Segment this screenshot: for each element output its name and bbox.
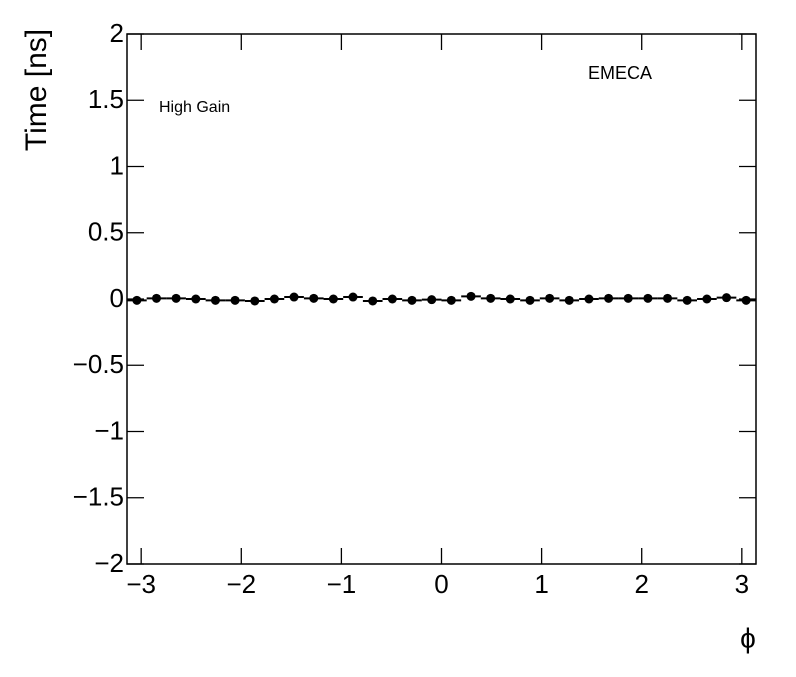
- data-point: [623, 293, 633, 303]
- data-point: [466, 291, 476, 301]
- x-tick-label: 3: [735, 569, 749, 599]
- data-point: [741, 295, 751, 305]
- x-tick-label: 0: [434, 569, 448, 599]
- data-point: [663, 293, 673, 303]
- data-point: [368, 296, 378, 306]
- data-point: [230, 295, 240, 305]
- data-point: [564, 295, 574, 305]
- data-point: [348, 292, 358, 302]
- data-point: [171, 293, 181, 303]
- data-point: [505, 294, 515, 304]
- data-point: [427, 295, 437, 305]
- y-tick-label: 2: [110, 18, 124, 48]
- data-point: [132, 295, 142, 305]
- data-point: [446, 295, 456, 305]
- data-point: [643, 293, 653, 303]
- y-tick-label: 0.5: [88, 217, 124, 247]
- data-point: [407, 295, 417, 305]
- data-point: [682, 295, 692, 305]
- y-axis-title: Time [ns]: [20, 29, 53, 151]
- y-tick-label: −1.5: [73, 482, 124, 512]
- x-tick-label: −3: [126, 569, 156, 599]
- y-tick-label: −0.5: [73, 349, 124, 379]
- annotation: EMECA: [588, 63, 652, 83]
- data-point: [702, 294, 712, 304]
- data-point: [210, 295, 220, 305]
- x-tick-label: −1: [327, 569, 357, 599]
- x-axis-title: ϕ: [740, 622, 756, 653]
- data-point: [604, 293, 614, 303]
- data-point: [387, 294, 397, 304]
- x-tick-label: 1: [534, 569, 548, 599]
- data-point: [269, 294, 279, 304]
- y-tick-label: 1: [110, 150, 124, 180]
- data-point: [545, 293, 555, 303]
- x-tick-label: 2: [634, 569, 648, 599]
- data-point: [250, 296, 260, 306]
- data-point: [486, 293, 496, 303]
- data-point: [309, 293, 319, 303]
- y-tick-label: 0: [110, 283, 124, 313]
- data-point: [722, 293, 732, 303]
- annotation: High Gain: [159, 99, 230, 116]
- data-point: [289, 292, 299, 302]
- data-point: [191, 294, 201, 304]
- data-point: [584, 294, 594, 304]
- data-point: [328, 294, 338, 304]
- data-point: [525, 295, 535, 305]
- y-tick-label: 1.5: [88, 84, 124, 114]
- y-tick-label: −1: [94, 415, 124, 445]
- y-tick-label: −2: [94, 548, 124, 578]
- x-tick-label: −2: [226, 569, 256, 599]
- data-point: [151, 293, 161, 303]
